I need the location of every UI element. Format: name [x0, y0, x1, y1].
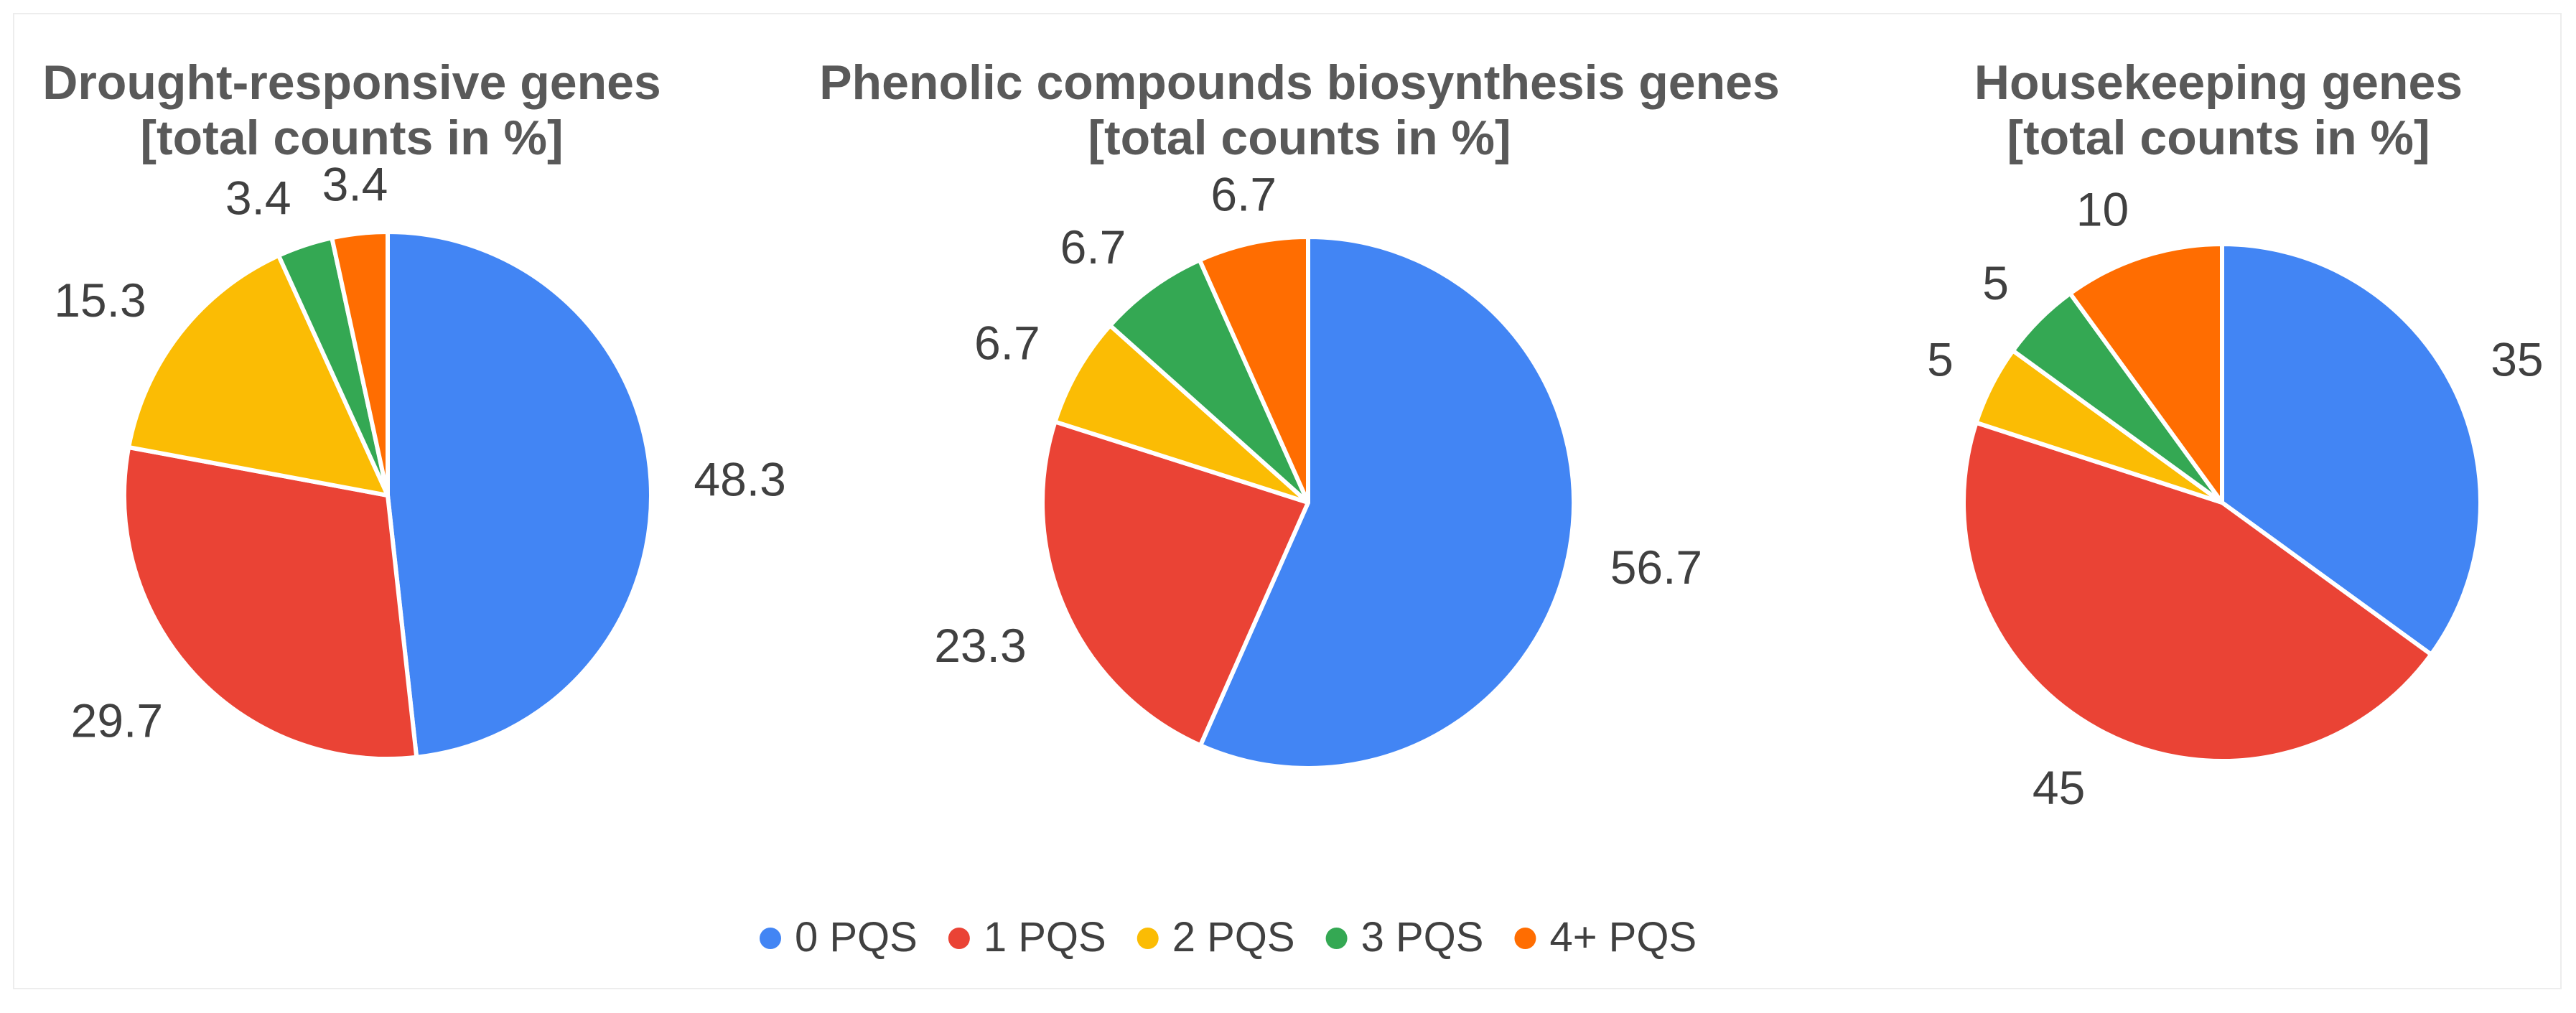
pie-slices	[122, 230, 653, 761]
data-labels: 48.3 29.7 15.3 3.4 3.4	[54, 157, 786, 747]
data-label: 10	[2076, 183, 2129, 236]
data-label: 48.3	[694, 453, 785, 506]
pie-slice-2-pqs	[126, 253, 390, 498]
legend-label: 2 PQS	[1172, 914, 1295, 961]
data-label: 6.7	[974, 317, 1040, 370]
legend-item-4-pqs: 4+ PQS	[1514, 914, 1697, 961]
legend-marker	[1325, 928, 1348, 949]
data-label: 15.3	[54, 274, 146, 327]
data-labels: 56.7 23.3 6.7 6.7 6.7	[934, 168, 1702, 673]
figure-frame	[13, 13, 2562, 989]
chart-subtitle: [total counts in %]	[2007, 111, 2430, 165]
legend-label: 0 PQS	[795, 914, 918, 961]
legend-item-1-pqs: 1 PQS	[948, 914, 1106, 961]
data-label: 29.7	[71, 694, 163, 747]
pie-slices	[1040, 235, 1576, 770]
data-label: 23.3	[934, 619, 1026, 672]
data-label: 5	[1982, 256, 2009, 309]
legend: 0 PQS 1 PQS 2 PQS 3 PQS 4+ PQS	[760, 914, 1697, 961]
data-label: 3.4	[322, 157, 388, 210]
data-label: 35	[2491, 332, 2543, 386]
pie-slice-1-pqs	[1961, 420, 2434, 763]
pie-chart-drought-responsive: Drought-responsive genes [total counts i…	[42, 55, 786, 761]
pie-slice-4-pqs	[1197, 235, 1310, 505]
chart-subtitle: [total counts in %]	[140, 111, 563, 165]
data-label: 5	[1927, 332, 1954, 386]
pie-slice-0-pqs	[386, 230, 653, 760]
data-label: 3.4	[225, 172, 291, 225]
chart-title: Housekeeping genes	[1974, 55, 2463, 110]
chart-title: Phenolic compounds biosynthesis genes	[819, 55, 1780, 110]
data-label: 56.7	[1610, 541, 1702, 594]
pie-slices	[1961, 242, 2483, 763]
legend-label: 3 PQS	[1361, 914, 1484, 961]
legend-label: 1 PQS	[984, 914, 1106, 961]
pie-slice-3-pqs	[1108, 258, 1310, 505]
legend-marker	[1514, 928, 1536, 949]
pie-slice-1-pqs	[122, 445, 419, 761]
legend-label: 4+ PQS	[1549, 914, 1697, 961]
data-labels: 35 45 55 10	[1927, 183, 2544, 815]
pie-slice-0-pqs	[2220, 242, 2483, 657]
pie-slice-1-pqs	[1040, 419, 1310, 748]
pie-slice-4-pqs	[330, 230, 390, 498]
legend-marker	[760, 928, 781, 949]
pie-chart-housekeeping: Housekeeping genes [total counts in %] 3…	[1927, 55, 2544, 814]
legend-marker	[948, 928, 970, 949]
chart-subtitle: [total counts in %]	[1088, 111, 1511, 165]
pie-chart-phenolic-compounds: Phenolic compounds biosynthesis genes [t…	[819, 55, 1780, 770]
data-label: 6.7	[1060, 220, 1126, 274]
chart-title: Drought-responsive genes	[42, 55, 661, 110]
pie-slice-0-pqs	[1198, 235, 1576, 770]
data-label: 6.7	[1210, 168, 1277, 221]
pie-slice-2-pqs	[1053, 323, 1310, 505]
legend-item-2-pqs: 2 PQS	[1137, 914, 1295, 961]
pie-slice-4-pqs	[2068, 242, 2224, 505]
legend-marker	[1137, 928, 1159, 949]
legend-item-0-pqs: 0 PQS	[760, 914, 918, 961]
legend-item-3-pqs: 3 PQS	[1325, 914, 1484, 961]
data-label: 45	[2033, 761, 2085, 814]
